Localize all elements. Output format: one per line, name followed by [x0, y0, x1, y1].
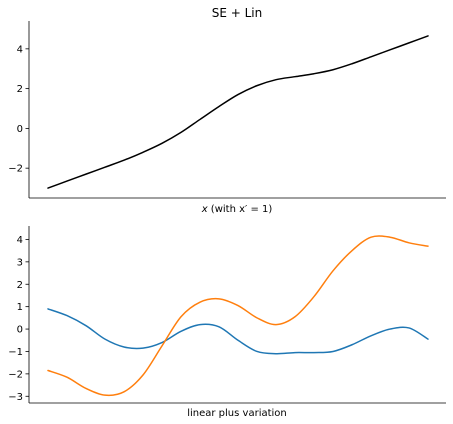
panel1-ytick-label: 4	[17, 44, 23, 55]
panel2-ytick-label: 4	[17, 235, 23, 246]
panel1-ytick-label: −2	[8, 164, 23, 175]
panel2-ytick-label: 1	[17, 302, 23, 313]
panel2-ytick-label: −3	[8, 392, 23, 403]
panel2-ytick-label: −1	[8, 347, 23, 358]
panel1-ytick-label: 2	[17, 84, 23, 95]
panel2-series-line-2	[48, 236, 428, 395]
panel2-ytick-label: 0	[17, 325, 23, 336]
panel2-plot: −3 −2 −1 0 1 2 3 4	[8, 226, 446, 403]
panel2-ytick-label: −2	[8, 369, 23, 380]
panel1-title: SE + Lin	[212, 6, 263, 20]
panel2-ytick-label: 3	[17, 257, 23, 268]
panel1-ytick-label: 0	[17, 124, 23, 135]
panel1-xlabel-rest: (with x′ = 1)	[208, 204, 273, 215]
panel1-series-line-1	[48, 36, 428, 188]
panel2-xlabel: linear plus variation	[187, 408, 287, 419]
panel1-xlabel: x (with x′ = 1)	[201, 204, 273, 215]
panel1-plot: −2 0 2 4	[8, 21, 446, 198]
panel2-ytick-label: 2	[17, 280, 23, 291]
panel2-series-line-1	[48, 309, 428, 354]
